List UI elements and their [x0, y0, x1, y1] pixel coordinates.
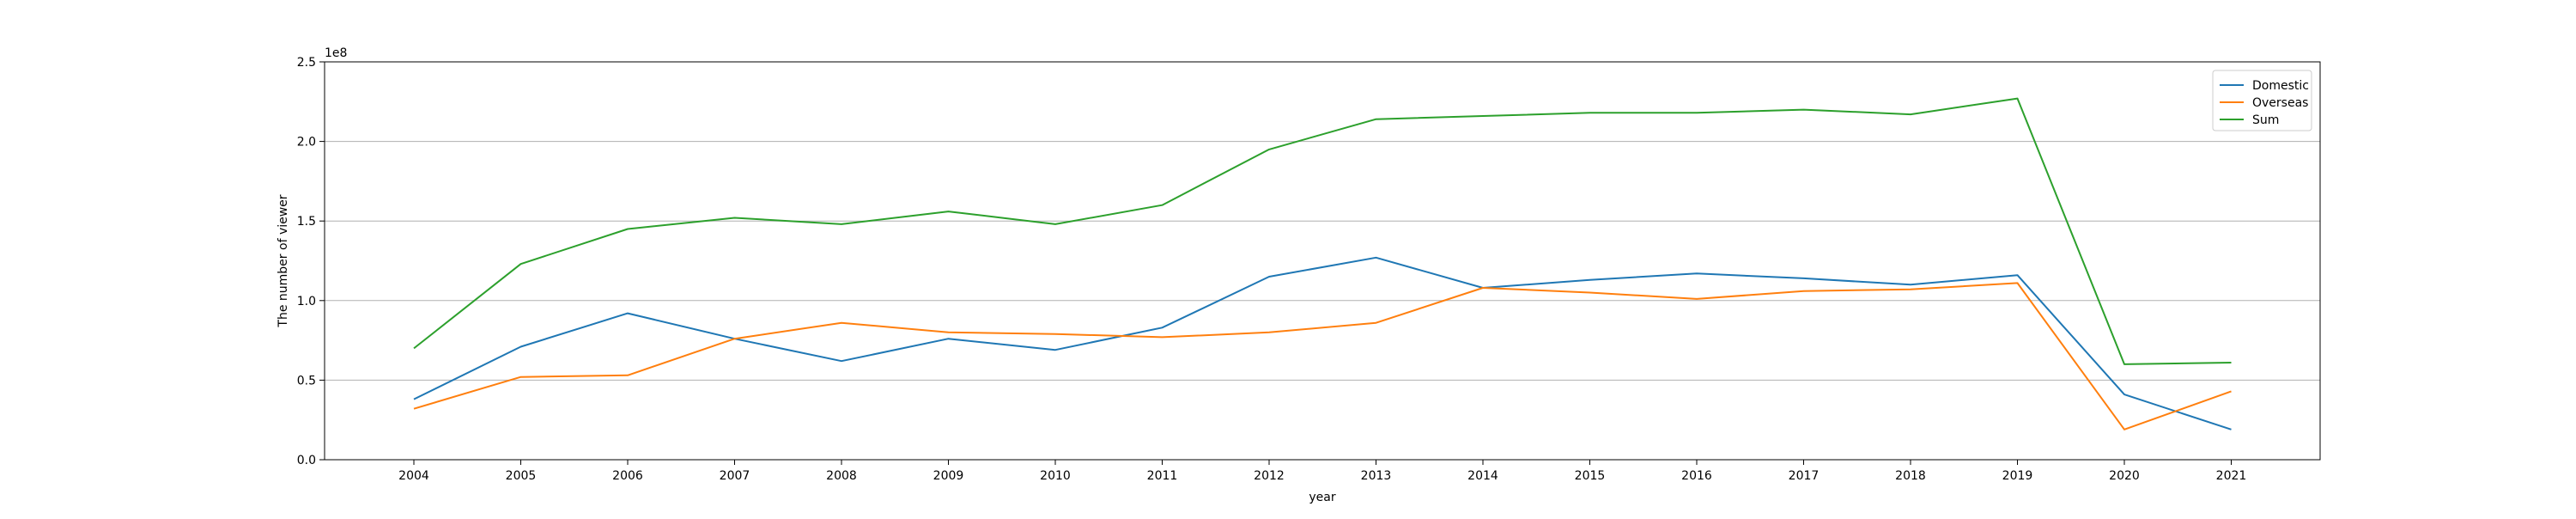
series-line-domestic	[413, 256, 2232, 430]
x-tick-label: 2010	[1040, 469, 1071, 483]
x-tick-label: 2013	[1361, 469, 1392, 483]
series-line-sum	[413, 97, 2232, 365]
y-tick-label: 0.0	[297, 454, 316, 467]
x-axis-label: year	[1309, 491, 1335, 504]
x-tick-label: 2016	[1681, 469, 1712, 483]
x-tick-label: 2008	[826, 469, 857, 483]
y-tick-label: 2.5	[297, 56, 316, 70]
x-tick-label: 2014	[1467, 469, 1498, 483]
plot-frame	[324, 61, 2321, 461]
x-axis-ticks: 2004 2005 2006 2007 2008 2009 2010 2011 2012 2013…	[398, 460, 2246, 483]
y-tick-label: 0.5	[297, 374, 316, 388]
x-tick-label: 2020	[2109, 469, 2140, 483]
legend-label-domestic: Domestic	[2252, 79, 2309, 93]
series-line-overseas	[413, 282, 2232, 430]
x-tick-label: 2005	[506, 469, 537, 483]
x-tick-label: 2021	[2216, 469, 2247, 483]
grid-lines	[325, 141, 2320, 381]
x-tick-label: 2015	[1575, 469, 1606, 483]
x-tick-label: 2007	[720, 469, 750, 483]
legend-label-overseas: Overseas	[2252, 96, 2308, 110]
series-lines	[413, 97, 2232, 430]
x-tick-label: 2004	[398, 469, 429, 483]
y-tick-label: 1.5	[297, 215, 316, 229]
legend-label-sum: Sum	[2252, 113, 2279, 127]
x-tick-label: 2018	[1895, 469, 1926, 483]
y-tick-label: 2.0	[297, 136, 316, 150]
x-tick-label: 2011	[1147, 469, 1178, 483]
y-axis-ticks: 0.0 0.5 1.0 1.5 2.0 2.5	[297, 56, 325, 467]
x-tick-label: 2012	[1254, 469, 1285, 483]
y-axis-exponent-label: 1e8	[325, 46, 347, 60]
x-tick-label: 2019	[2002, 469, 2033, 483]
x-tick-label: 2017	[1789, 469, 1820, 483]
y-tick-label: 1.0	[297, 295, 316, 308]
legend: Domestic Overseas Sum	[2212, 70, 2312, 131]
y-axis-label: The number of viewer	[276, 194, 290, 327]
x-tick-label: 2006	[612, 469, 643, 483]
x-tick-label: 2009	[933, 469, 964, 483]
